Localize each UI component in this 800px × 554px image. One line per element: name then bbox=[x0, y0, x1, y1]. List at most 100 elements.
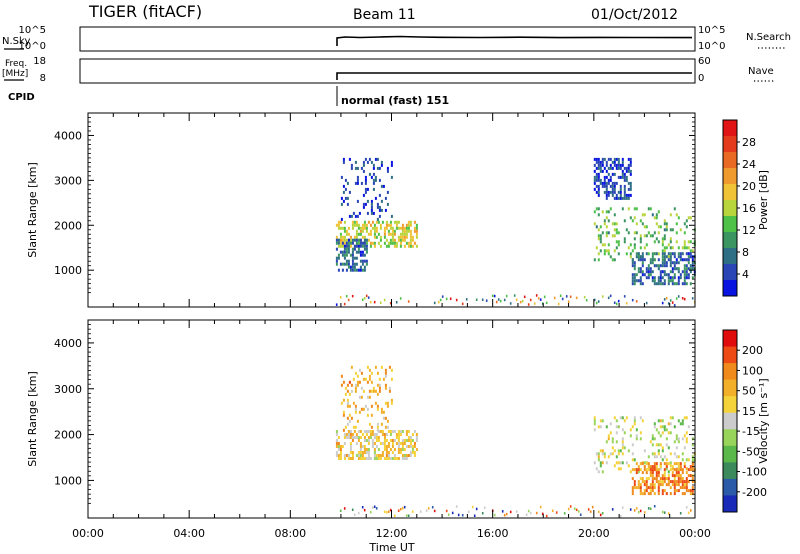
echo-cell bbox=[611, 440, 614, 444]
echo-cell bbox=[481, 298, 484, 301]
echo-cell bbox=[363, 445, 366, 448]
nave-tick-top: 60 bbox=[698, 56, 711, 67]
echo-cell bbox=[617, 157, 620, 161]
echo-cell bbox=[627, 169, 630, 173]
echo-cell bbox=[387, 232, 390, 236]
echo-cell bbox=[685, 264, 688, 268]
echo-cell bbox=[351, 253, 354, 257]
echo-cell bbox=[677, 295, 680, 298]
echo-cell bbox=[373, 300, 376, 304]
echo-cell bbox=[613, 190, 616, 194]
echo-cell bbox=[659, 477, 662, 481]
echo-cell bbox=[657, 431, 660, 435]
echo-cell bbox=[358, 211, 361, 215]
echo-cell bbox=[361, 506, 364, 509]
echo-cell bbox=[631, 458, 634, 462]
echo-cell bbox=[575, 296, 578, 300]
echo-cell bbox=[345, 241, 348, 245]
echo-cell bbox=[337, 226, 340, 230]
echo-cell bbox=[342, 157, 345, 161]
echo-cell bbox=[529, 511, 532, 515]
echo-cell bbox=[389, 223, 392, 227]
echo-cell bbox=[675, 474, 678, 478]
echo-cell bbox=[355, 250, 358, 254]
echo-cell bbox=[685, 219, 688, 223]
echo-cell bbox=[607, 178, 610, 182]
echo-cell bbox=[689, 465, 692, 469]
echo-cell bbox=[405, 439, 408, 442]
echo-cell bbox=[597, 160, 600, 164]
echo-cell bbox=[639, 483, 642, 487]
echo-cell bbox=[623, 419, 626, 423]
echo-cell bbox=[362, 163, 365, 167]
echo-cell bbox=[405, 433, 408, 436]
colorbar-swatch bbox=[723, 396, 737, 414]
echo-cell bbox=[687, 458, 690, 462]
echo-cell bbox=[669, 299, 672, 302]
echo-cell bbox=[631, 489, 634, 493]
echo-cell bbox=[381, 430, 384, 433]
echo-cell bbox=[376, 407, 379, 411]
x-tick-label: 12:00 bbox=[376, 527, 408, 540]
echo-cell bbox=[639, 276, 642, 280]
echo-cell bbox=[667, 282, 670, 286]
echo-cell bbox=[385, 457, 388, 460]
echo-cell bbox=[659, 465, 662, 469]
echo-cell bbox=[370, 202, 373, 206]
echo-cell bbox=[681, 422, 684, 426]
echo-cell bbox=[380, 407, 383, 411]
echo-cell bbox=[343, 302, 346, 306]
echo-cell bbox=[691, 462, 694, 466]
echo-cell bbox=[609, 190, 612, 194]
echo-cell bbox=[621, 157, 624, 161]
echo-cell bbox=[679, 512, 682, 515]
echo-cell bbox=[375, 220, 378, 224]
echo-cell bbox=[657, 443, 660, 447]
nsky-panel-frame bbox=[79, 26, 696, 52]
echo-cell bbox=[361, 226, 364, 230]
echo-cell bbox=[663, 425, 666, 429]
echo-cell bbox=[631, 492, 634, 496]
echo-cell bbox=[597, 172, 600, 176]
echo-cell bbox=[395, 244, 398, 248]
echo-cell bbox=[369, 300, 372, 304]
echo-cell bbox=[639, 477, 642, 481]
echo-cell bbox=[625, 166, 628, 170]
echo-cell bbox=[615, 196, 618, 200]
echo-cell bbox=[635, 279, 638, 283]
colorbar-tick-label: 8 bbox=[742, 246, 749, 259]
echo-cell bbox=[623, 193, 626, 197]
echo-cell bbox=[407, 445, 410, 448]
echo-cell bbox=[637, 483, 640, 487]
echo-cell bbox=[653, 282, 656, 286]
echo-cell bbox=[559, 294, 562, 297]
echo-cell bbox=[355, 433, 358, 436]
echo-cell bbox=[627, 207, 630, 211]
echo-cell bbox=[655, 471, 658, 475]
echo-cell bbox=[362, 389, 365, 393]
echo-cell bbox=[687, 252, 690, 256]
echo-cell bbox=[367, 296, 370, 299]
echo-cell bbox=[625, 252, 628, 256]
echo-cell bbox=[347, 232, 350, 236]
echo-cell bbox=[615, 302, 618, 306]
echo-cell bbox=[357, 439, 360, 442]
y-tick-label: 4000 bbox=[54, 337, 82, 350]
echo-cell bbox=[617, 190, 620, 194]
echo-cell bbox=[645, 225, 648, 229]
echo-cell bbox=[649, 486, 652, 490]
echo-cell bbox=[413, 220, 416, 224]
echo-cell bbox=[661, 255, 664, 259]
echo-cell bbox=[343, 238, 346, 242]
echo-cell bbox=[669, 240, 672, 244]
echo-cell bbox=[354, 389, 357, 393]
echo-cell bbox=[599, 234, 602, 238]
echo-cell bbox=[383, 448, 386, 451]
echo-cell bbox=[651, 443, 654, 447]
echo-cell bbox=[368, 172, 371, 176]
echo-cell bbox=[653, 437, 656, 441]
echo-cell bbox=[376, 157, 379, 161]
colorbar-swatch bbox=[723, 478, 737, 496]
